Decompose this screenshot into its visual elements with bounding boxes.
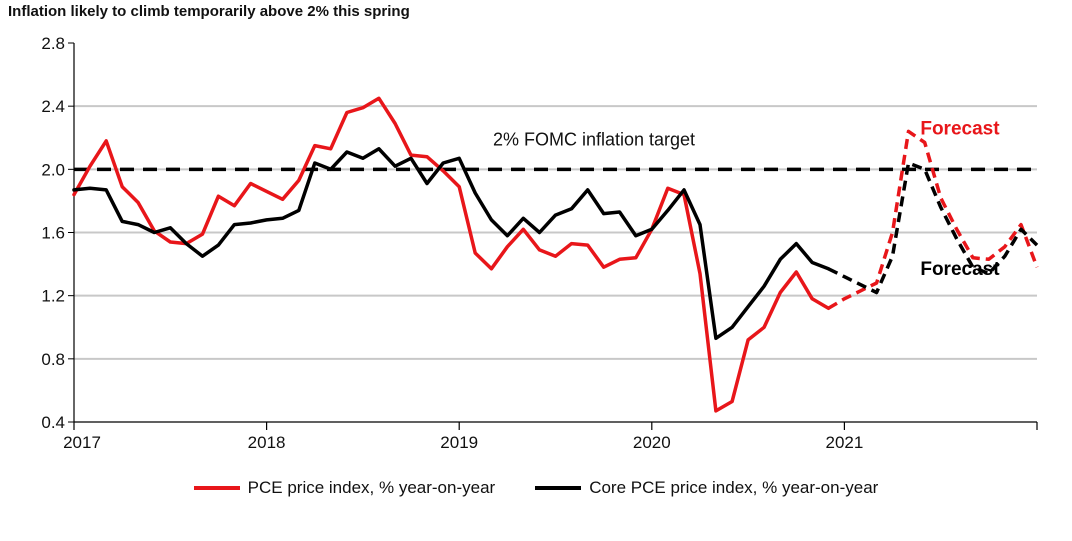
y-tick-label-5: 0.8: [41, 350, 65, 369]
legend-swatch-core-pce: [535, 486, 582, 490]
x-tick-label-0: 2017: [63, 433, 101, 452]
annotations-group: Forecast Forecast: [920, 119, 1000, 281]
forecast-annotation-0: Forecast: [920, 119, 1000, 140]
y-tick-label-3: 1.6: [41, 224, 65, 243]
target-line-group: 2% FOMC inflation target: [74, 129, 1037, 172]
series-0-line: [72, 96, 831, 413]
legend-item-core-pce: Core PCE price index, % year-on-year: [535, 478, 878, 498]
series-1-forecast-line: [827, 161, 1039, 295]
y-tick-label-1: 2.4: [41, 97, 65, 116]
y-tick-label-4: 1.2: [41, 287, 65, 306]
chart-title: Inflation likely to climb temporarily ab…: [8, 3, 410, 20]
legend: PCE price index, % year-on-year Core PCE…: [0, 478, 1072, 498]
legend-swatch-pce: [193, 486, 240, 490]
y-tick-label-2: 2.0: [41, 160, 65, 179]
forecast-annotation-1: Forecast: [920, 259, 1000, 280]
series-0-forecast-line: [827, 129, 1039, 310]
grid-lines: [74, 105, 1037, 360]
legend-item-pce: PCE price index, % year-on-year: [193, 478, 496, 498]
fomc-target-label: 2% FOMC inflation target: [493, 129, 695, 149]
y-tick-label-6: 0.4: [41, 413, 65, 432]
series-1-line: [72, 147, 831, 341]
x-tick-label-1: 2018: [248, 433, 286, 452]
x-tick-label-4: 2021: [825, 433, 863, 452]
y-tick-label-0: 2.8: [41, 34, 65, 53]
legend-label-pce: PCE price index, % year-on-year: [247, 478, 496, 497]
legend-label-core-pce: Core PCE price index, % year-on-year: [589, 478, 879, 497]
x-tick-label-3: 2020: [633, 433, 671, 452]
series-group: [72, 96, 1039, 413]
x-tick-label-2: 2019: [440, 433, 478, 452]
